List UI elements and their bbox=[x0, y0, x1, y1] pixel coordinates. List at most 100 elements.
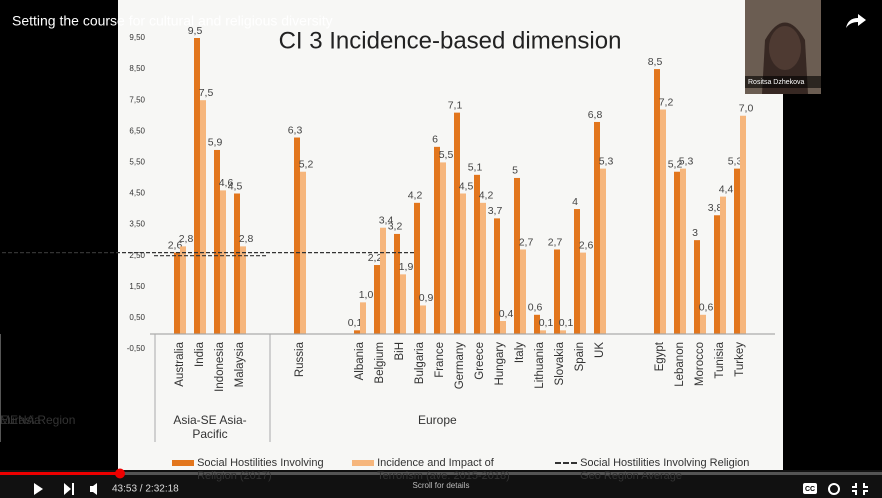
bar bbox=[440, 162, 446, 333]
y-tick-label: 0,50 bbox=[129, 313, 145, 322]
x-tick-label: Albania bbox=[354, 341, 366, 380]
bar bbox=[360, 302, 366, 333]
progress-handle[interactable] bbox=[115, 469, 125, 479]
bar bbox=[460, 194, 466, 334]
data-label: 2,8 bbox=[179, 233, 194, 245]
y-tick-label: 7,50 bbox=[129, 95, 145, 104]
bar bbox=[514, 178, 520, 334]
bar bbox=[434, 147, 440, 334]
legend-label: Incidence and Impact of Terrorism (ave. … bbox=[377, 457, 527, 483]
video-title: Setting the course for cultural and reli… bbox=[12, 13, 333, 29]
presenter-name: Rositsa Dzhekova bbox=[748, 79, 805, 86]
y-tick-label: 3,50 bbox=[129, 220, 145, 229]
x-tick-label: Spain bbox=[574, 342, 586, 371]
video-player: CI 3 Incidence-based dimension -0,500,50… bbox=[0, 0, 882, 498]
x-tick-label: Malaysia bbox=[234, 341, 246, 387]
group-label: MENA Region bbox=[0, 413, 75, 427]
x-tick-label: Belgium bbox=[374, 342, 386, 384]
x-tick-label: Greece bbox=[474, 342, 486, 380]
data-label: 5,9 bbox=[208, 137, 223, 149]
y-tick-label: 8,50 bbox=[129, 64, 145, 73]
bar bbox=[600, 169, 606, 334]
data-label: 4,6 bbox=[219, 177, 234, 189]
x-tick-label: Indonesia bbox=[214, 341, 226, 391]
bar bbox=[194, 38, 200, 333]
legend-swatch bbox=[172, 460, 194, 466]
bar bbox=[420, 305, 426, 333]
bar bbox=[394, 234, 400, 334]
data-label: 5,3 bbox=[679, 155, 694, 167]
group-label: Asia-SE Asia-Pacific bbox=[158, 413, 262, 441]
group-label: Europe bbox=[418, 413, 457, 427]
data-label: 2,6 bbox=[579, 239, 594, 251]
bar bbox=[180, 246, 186, 333]
data-label: 4,5 bbox=[459, 180, 474, 192]
y-tick-label: 4,50 bbox=[129, 189, 145, 198]
bar bbox=[220, 190, 226, 333]
bar bbox=[354, 330, 360, 333]
data-label: 2,7 bbox=[548, 236, 563, 248]
data-label: 0,6 bbox=[528, 302, 543, 314]
data-label: 0,1 bbox=[559, 317, 574, 329]
data-label: 0,9 bbox=[419, 292, 434, 304]
bar bbox=[734, 169, 740, 334]
data-label: 5,2 bbox=[299, 159, 314, 171]
legend-item: Social Hostilities Involving Religion (2… bbox=[172, 457, 327, 483]
bar bbox=[694, 240, 700, 333]
progress-played bbox=[0, 472, 120, 475]
data-label: 3 bbox=[692, 227, 698, 239]
data-label: 3,7 bbox=[488, 205, 503, 217]
bar bbox=[380, 228, 386, 334]
x-tick-label: Italy bbox=[514, 342, 526, 363]
bar bbox=[680, 169, 686, 334]
x-tick-label: Tunisia bbox=[714, 341, 726, 378]
data-label: 4 bbox=[572, 196, 578, 208]
data-label: 2,8 bbox=[239, 233, 254, 245]
x-tick-label: Lebanon bbox=[674, 342, 686, 387]
chart-title: CI 3 Incidence-based dimension bbox=[279, 27, 622, 54]
data-label: 8,5 bbox=[648, 56, 663, 68]
x-tick-label: France bbox=[434, 342, 446, 378]
bar bbox=[174, 253, 180, 334]
data-label: 4,2 bbox=[408, 190, 423, 202]
x-tick-label: UK bbox=[594, 342, 606, 358]
data-label: 7,0 bbox=[739, 103, 754, 115]
x-tick-label: Lithuania bbox=[534, 341, 546, 388]
data-label: 2,7 bbox=[519, 236, 534, 248]
bar bbox=[540, 330, 546, 333]
bar bbox=[740, 116, 746, 334]
bar bbox=[654, 69, 660, 333]
data-label: 1,9 bbox=[399, 261, 414, 273]
data-label: 0,6 bbox=[699, 302, 714, 314]
x-tick-label: Bulgaria bbox=[414, 341, 426, 384]
x-tick-label: BiH bbox=[394, 342, 406, 361]
bar bbox=[594, 122, 600, 333]
bar bbox=[660, 110, 666, 334]
x-tick-label: Australia bbox=[174, 341, 186, 386]
data-label: 5 bbox=[512, 165, 518, 177]
bar bbox=[560, 330, 566, 333]
data-label: 1,0 bbox=[359, 289, 374, 301]
data-label: 6 bbox=[432, 134, 438, 146]
bar bbox=[240, 246, 246, 333]
legend-label: Social Hostilities Involving Religion (2… bbox=[197, 457, 327, 483]
x-tick-label: Morocco bbox=[694, 342, 706, 386]
data-label: 7,1 bbox=[448, 99, 463, 111]
time-display: 43:53 / 2:32:18 bbox=[112, 484, 179, 495]
bar bbox=[454, 113, 460, 334]
bar bbox=[674, 172, 680, 334]
data-label: 4,4 bbox=[719, 183, 734, 195]
bar bbox=[400, 274, 406, 333]
data-label: 0,1 bbox=[539, 317, 554, 329]
x-tick-label: Turkey bbox=[734, 342, 746, 377]
share-icon[interactable] bbox=[846, 14, 866, 28]
bar bbox=[500, 321, 506, 333]
bar bbox=[200, 100, 206, 333]
legend-swatch bbox=[555, 462, 577, 464]
bar bbox=[720, 197, 726, 334]
data-label: 5,3 bbox=[599, 155, 614, 167]
y-tick-label: 6,50 bbox=[129, 126, 145, 135]
legend-item: Incidence and Impact of Terrorism (ave. … bbox=[352, 457, 527, 483]
data-label: 4,2 bbox=[479, 190, 494, 202]
data-label: 5,5 bbox=[439, 149, 454, 161]
